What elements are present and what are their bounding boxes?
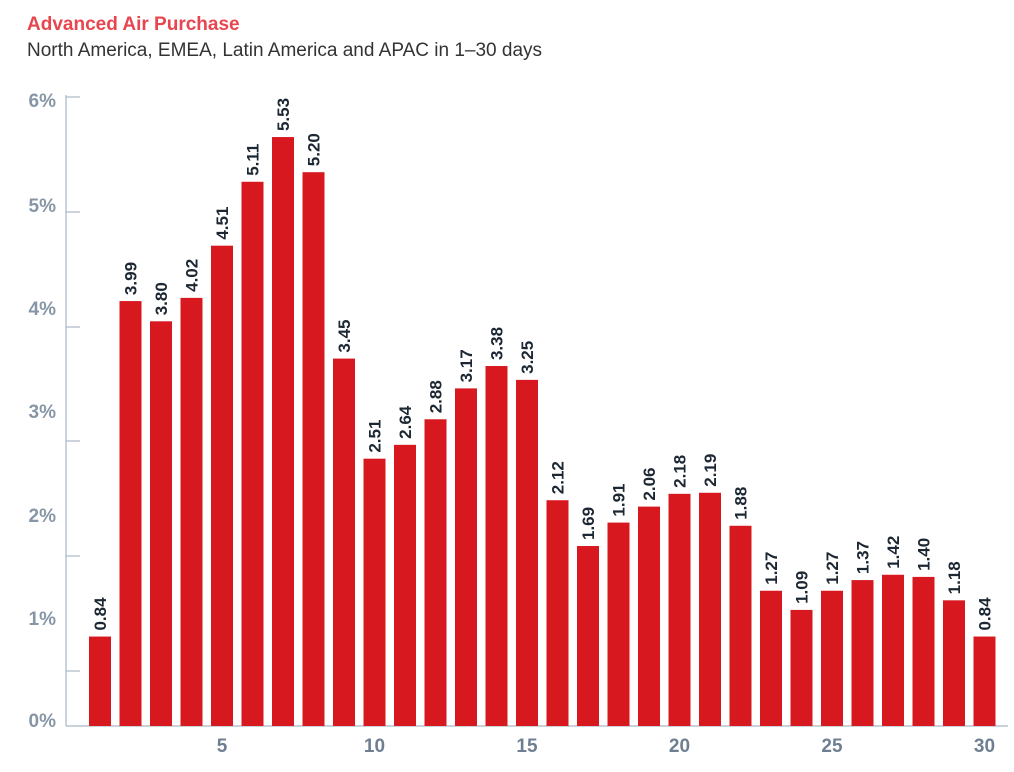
chart-title: Advanced Air Purchase xyxy=(27,14,240,35)
bar xyxy=(790,609,813,726)
data-label: 3.38 xyxy=(488,327,507,360)
bar xyxy=(516,379,538,726)
y-tick-label: 0% xyxy=(29,711,57,732)
data-label: 1.18 xyxy=(945,561,964,594)
bar xyxy=(912,576,935,726)
data-label: 2.12 xyxy=(549,461,568,494)
data-label: 3.80 xyxy=(152,282,171,315)
bar xyxy=(729,525,752,726)
x-tick-label: 15 xyxy=(516,736,538,757)
data-label: 2.19 xyxy=(701,454,720,487)
data-label: 5.53 xyxy=(274,98,293,131)
data-label: 1.27 xyxy=(762,552,781,585)
bar xyxy=(973,636,996,726)
data-label: 2.64 xyxy=(396,405,415,439)
bar xyxy=(699,492,721,726)
bar xyxy=(211,245,233,726)
bar xyxy=(150,321,172,726)
y-tick-label: 6% xyxy=(29,91,57,112)
bar xyxy=(302,172,325,726)
data-label: 1.69 xyxy=(579,507,598,540)
bar xyxy=(668,493,691,726)
data-label: 2.06 xyxy=(640,468,659,501)
bar xyxy=(607,522,630,726)
bar xyxy=(577,546,599,726)
x-tick-label: 30 xyxy=(974,736,995,757)
data-label: 0.84 xyxy=(91,597,110,631)
data-label: 1.42 xyxy=(884,536,903,569)
data-label: 3.99 xyxy=(122,262,141,295)
x-tick-label: 25 xyxy=(821,736,843,757)
bar xyxy=(821,590,843,726)
y-tick-label: 3% xyxy=(29,402,57,423)
y-tick-label: 5% xyxy=(29,196,57,217)
data-label: 5.11 xyxy=(244,144,263,176)
bar xyxy=(760,590,782,726)
bar xyxy=(394,444,416,726)
data-label: 0.84 xyxy=(976,597,995,631)
data-label: 1.37 xyxy=(854,541,873,574)
bar xyxy=(424,419,447,726)
y-tick-label: 2% xyxy=(29,506,57,527)
bar xyxy=(485,366,508,726)
bar xyxy=(89,636,111,726)
data-label: 2.88 xyxy=(427,380,446,413)
x-tick-label: 10 xyxy=(364,736,385,757)
x-tick-label: 5 xyxy=(217,736,228,757)
data-label: 4.02 xyxy=(183,259,202,292)
bar xyxy=(180,297,203,726)
data-label: 1.40 xyxy=(915,538,934,571)
bar xyxy=(943,600,965,726)
bar xyxy=(119,301,142,726)
data-label: 3.45 xyxy=(335,319,354,352)
y-tick-label: 4% xyxy=(29,299,57,320)
data-label: 3.17 xyxy=(457,349,476,382)
data-label: 5.20 xyxy=(305,133,324,166)
data-label: 1.88 xyxy=(732,487,751,520)
data-label: 4.51 xyxy=(213,207,232,240)
chart-subtitle: North America, EMEA, Latin America and A… xyxy=(27,40,543,61)
bar xyxy=(241,181,264,726)
x-tick-label: 20 xyxy=(669,736,690,757)
y-tick-label: 1% xyxy=(29,609,57,630)
data-label: 1.91 xyxy=(610,483,629,516)
data-label: 2.18 xyxy=(671,455,690,488)
bar xyxy=(546,500,569,726)
data-label: 1.27 xyxy=(823,552,842,585)
bar xyxy=(333,358,355,726)
data-label: 1.09 xyxy=(793,571,812,604)
bar xyxy=(272,137,294,726)
bar xyxy=(851,580,874,726)
data-label: 2.51 xyxy=(366,420,385,453)
bar xyxy=(455,388,477,726)
bar xyxy=(363,458,386,726)
data-label: 3.25 xyxy=(518,341,537,374)
bar xyxy=(882,574,904,726)
bar xyxy=(638,506,660,726)
